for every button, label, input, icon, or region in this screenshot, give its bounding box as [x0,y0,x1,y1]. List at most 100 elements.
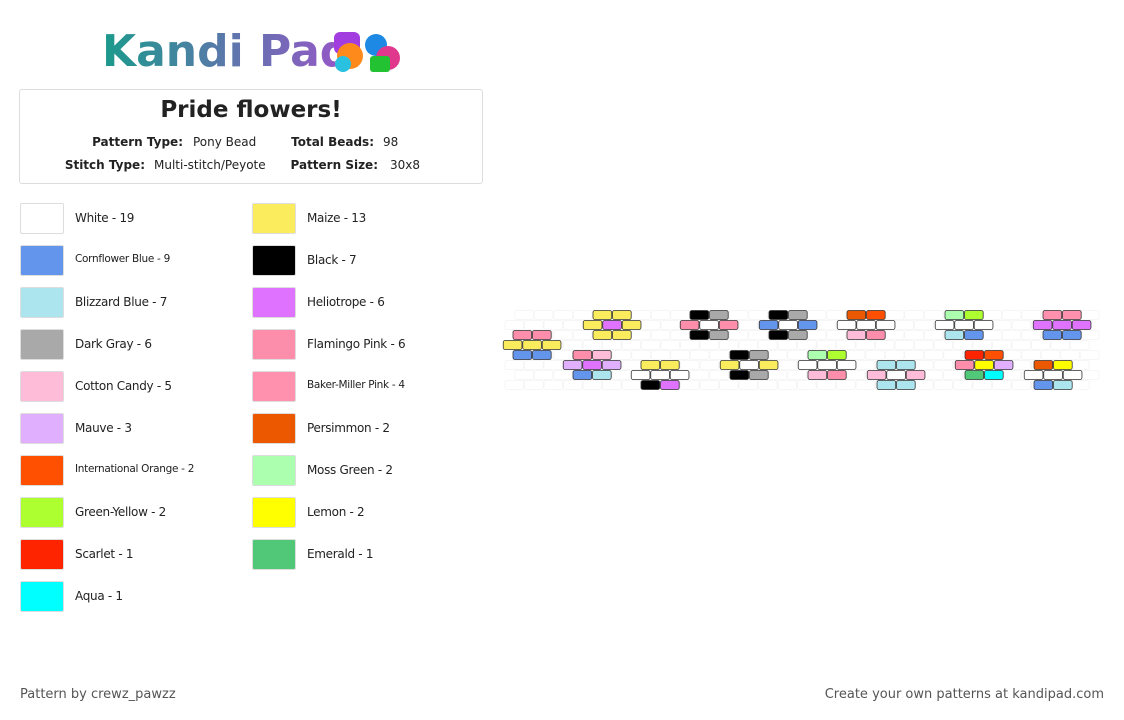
bead [797,360,818,370]
bead [758,320,779,330]
color-swatch [20,329,64,360]
field-label: Stitch Type: [64,158,145,172]
color-swatch [252,455,296,486]
bead [884,350,905,360]
color-swatch [20,245,64,276]
bead [982,330,1002,340]
bead [856,320,876,330]
bead [797,380,817,390]
bead [972,380,993,390]
bead [954,320,974,330]
bead [612,330,632,340]
bead [719,380,739,390]
bead [650,350,671,360]
field-value: Multi-stitch/Peyote [154,158,266,172]
bead [602,320,622,330]
bead [631,350,651,360]
bead [777,360,798,370]
color-swatch [20,413,64,444]
bead [1011,380,1032,390]
bead [875,340,895,350]
bead [709,330,729,340]
bead [836,380,856,390]
bead [1033,380,1054,390]
color-label: International Orange - 2 [75,463,195,475]
bead [1070,360,1090,370]
bead [512,350,533,360]
bead [1062,370,1083,380]
bead [973,320,994,330]
bead [612,310,632,320]
bead [933,360,954,370]
bead [896,360,916,370]
bead [816,340,837,350]
bead [631,310,651,320]
bead [748,310,768,320]
bead [964,310,984,320]
bead [826,330,846,340]
bead [739,360,759,370]
field-value: 98 [383,135,399,149]
color-swatch [252,329,296,360]
bead [778,320,798,330]
field-label: Pattern Type: [92,135,183,149]
bead [532,350,552,360]
bead [1011,340,1032,350]
bead [876,380,897,390]
bead [689,350,710,360]
bead [1001,350,1022,360]
bead [680,380,700,390]
bead [563,340,583,350]
bead [749,350,769,360]
bead [650,310,671,320]
bead [621,340,642,350]
bead [728,330,749,340]
bead [846,330,867,340]
bead [592,310,613,320]
bead [621,380,642,390]
bead [514,310,534,320]
bead [1001,330,1022,340]
bead [923,310,944,320]
bead [718,320,739,330]
bead [1070,380,1090,390]
bead [709,370,729,380]
bead [914,360,934,370]
bead [914,320,934,330]
bead [553,330,573,340]
bead [827,370,847,380]
color-swatch [20,455,64,486]
bead [993,360,1014,370]
bead [866,370,887,380]
bead [964,330,984,340]
color-swatch [252,203,296,234]
bead [787,350,807,360]
color-label: Cotton Candy - 5 [75,379,172,393]
bead [572,350,593,360]
bead [865,350,885,360]
bead [738,320,759,330]
bead-pattern [502,310,1100,390]
pattern-title: Pride flowers! [160,97,342,123]
bead [923,350,944,360]
color-label: White - 19 [75,211,135,225]
bead [992,340,1012,350]
bead [943,350,963,360]
bead [826,310,846,320]
bead [758,360,779,370]
color-swatch [252,413,296,444]
promo-link[interactable]: Create your own patterns at kandipad.com [824,687,1104,702]
color-swatch [20,581,64,612]
bead [1079,370,1100,380]
bead [680,360,700,370]
bead [788,310,808,320]
bead [680,340,700,350]
bead [807,350,828,360]
bead [553,350,573,360]
bead [797,320,818,330]
bead [602,380,622,390]
bead [923,330,944,340]
bead [689,370,710,380]
bead [719,360,740,370]
